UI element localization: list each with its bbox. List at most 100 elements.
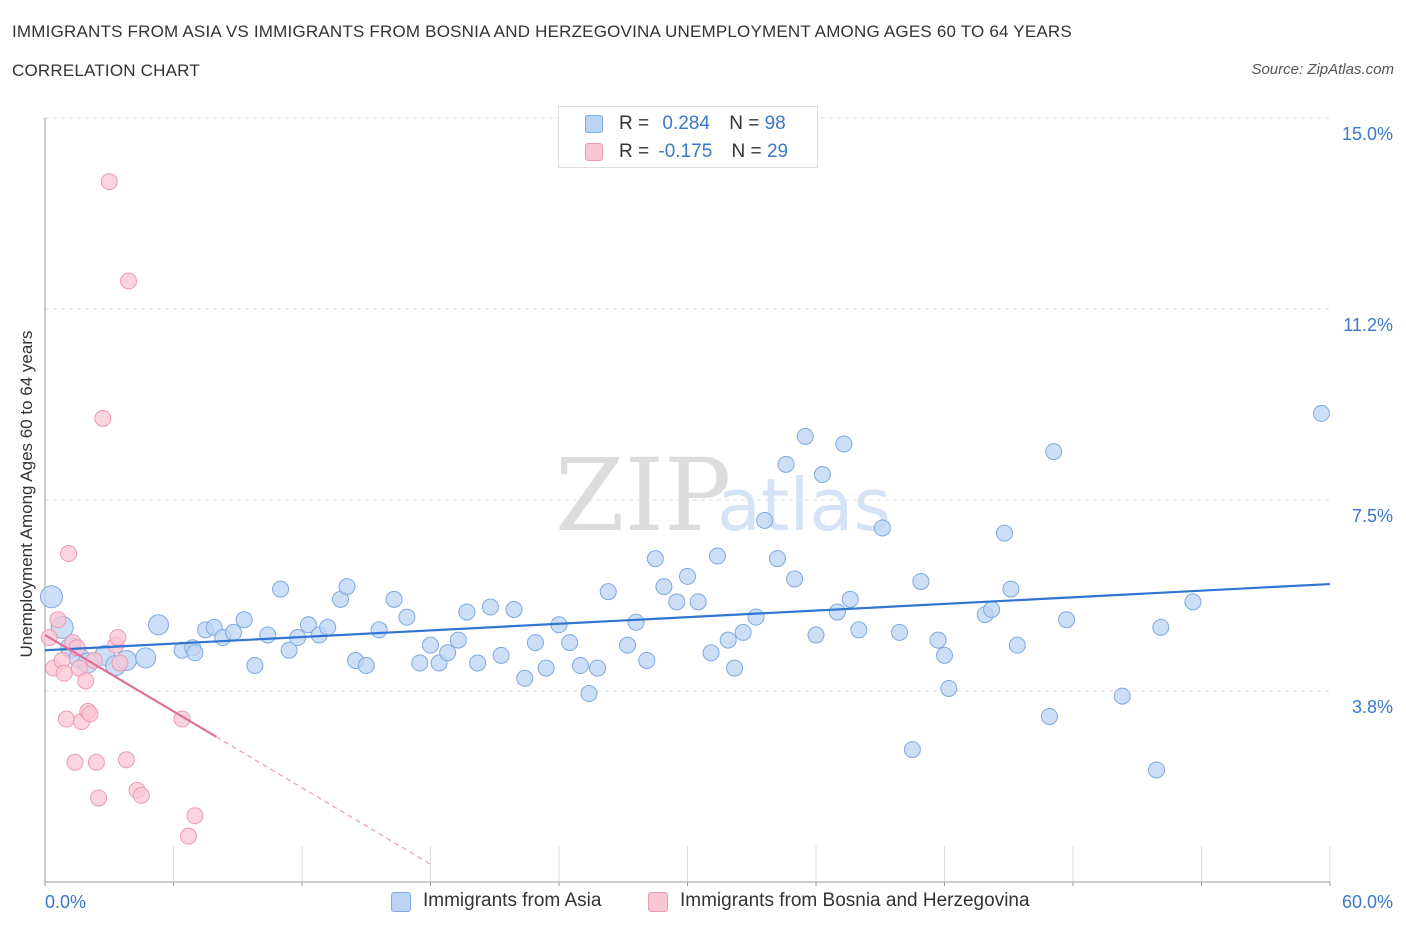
asia-point bbox=[299, 616, 317, 634]
legend-n-label: N = bbox=[731, 141, 762, 162]
asia-trend-line bbox=[44, 582, 1331, 652]
asia-point bbox=[1045, 443, 1063, 461]
asia-point bbox=[646, 550, 664, 568]
bottom-legend-swatch-bosnia bbox=[648, 892, 668, 912]
asia-point bbox=[599, 583, 617, 601]
bosnia-point bbox=[120, 272, 138, 290]
bosnia-point bbox=[90, 789, 108, 807]
asia-point bbox=[796, 427, 814, 445]
bosnia-point bbox=[87, 753, 105, 771]
asia-point bbox=[1184, 593, 1202, 611]
bosnia-point bbox=[94, 410, 112, 428]
bosnia-trend-extension bbox=[216, 736, 431, 865]
asia-point bbox=[135, 647, 157, 669]
asia-point bbox=[449, 631, 467, 649]
asia-point bbox=[719, 631, 737, 649]
asia-point bbox=[708, 547, 726, 565]
asia-point bbox=[148, 614, 170, 636]
x-tick-label: 0.0% bbox=[45, 892, 86, 912]
y-axis-label: Unemployment Among Ages 60 to 64 years bbox=[17, 331, 36, 658]
trend-lines bbox=[44, 582, 1331, 865]
legend-n-value-asia: 98 bbox=[764, 113, 786, 134]
asia-point bbox=[813, 466, 831, 484]
asia-point bbox=[936, 646, 953, 664]
asia-point bbox=[689, 593, 707, 611]
asia-point bbox=[995, 524, 1013, 542]
asia-point bbox=[929, 631, 947, 649]
asia-point bbox=[439, 644, 457, 662]
watermark-atlas: atlas bbox=[717, 463, 891, 547]
asia-point bbox=[1008, 636, 1026, 654]
bottom-legend-swatch-asia bbox=[391, 892, 411, 912]
bosnia-point bbox=[77, 672, 95, 690]
asia-point bbox=[186, 644, 204, 662]
watermark: ZIP atlas bbox=[555, 437, 891, 554]
asia-point bbox=[492, 646, 510, 664]
asia-point bbox=[338, 578, 356, 596]
asia-point bbox=[1040, 707, 1058, 725]
asia-point bbox=[505, 601, 523, 619]
bottom-legend-label-bosnia: Immigrants from Bosnia and Herzegovina bbox=[680, 890, 1030, 911]
bosnia-point bbox=[179, 827, 197, 845]
chart-title: IMMIGRANTS FROM ASIA VS IMMIGRANTS FROM … bbox=[12, 22, 1072, 41]
bosnia-point bbox=[111, 654, 129, 672]
asia-point bbox=[516, 669, 534, 687]
asia-point bbox=[246, 657, 264, 675]
legend-n-value-bosnia: 29 bbox=[766, 141, 789, 162]
asia-point bbox=[385, 590, 403, 608]
asia-point bbox=[655, 578, 673, 596]
asia-point bbox=[481, 598, 499, 616]
watermark-zip: ZIP bbox=[555, 437, 731, 554]
y-tick-label: 7.5% bbox=[1352, 506, 1393, 526]
x-tick-label: 60.0% bbox=[1342, 892, 1393, 912]
asia-point bbox=[272, 580, 290, 598]
bosnia-point bbox=[186, 807, 204, 825]
asia-point bbox=[458, 603, 476, 621]
asia-point bbox=[807, 626, 825, 644]
axes bbox=[44, 118, 1331, 886]
asia-point bbox=[940, 679, 958, 697]
asia-point bbox=[873, 519, 891, 537]
series-bosnia-points bbox=[40, 173, 204, 845]
bosnia-trend-line bbox=[44, 634, 217, 738]
asia-point bbox=[903, 741, 921, 759]
bosnia-point bbox=[109, 629, 127, 647]
asia-point bbox=[411, 654, 429, 672]
gridlines bbox=[45, 117, 1330, 692]
asia-point bbox=[841, 590, 859, 608]
asia-point bbox=[768, 550, 786, 568]
asia-point bbox=[39, 585, 63, 609]
bosnia-point bbox=[55, 664, 73, 682]
asia-point bbox=[786, 570, 804, 588]
asia-point bbox=[422, 636, 439, 654]
asia-point bbox=[1002, 580, 1020, 598]
legend-r-label: R = bbox=[619, 113, 650, 134]
bottom-legend-label-asia: Immigrants from Asia bbox=[423, 890, 602, 911]
asia-point bbox=[370, 621, 388, 639]
asia-point bbox=[319, 618, 337, 636]
asia-point bbox=[1148, 761, 1166, 779]
legend-r-label: R = bbox=[619, 141, 650, 162]
asia-point bbox=[734, 623, 752, 641]
correlation-legend: R = 0.284 N = 98 R = -0.175 N = 29 bbox=[558, 106, 818, 168]
asia-point bbox=[891, 623, 909, 641]
y-tick-label: 11.2% bbox=[1343, 315, 1393, 335]
legend-r-value-asia: 0.284 bbox=[662, 113, 710, 134]
chart-subtitle: CORRELATION CHART bbox=[12, 61, 200, 80]
bosnia-point bbox=[57, 710, 75, 728]
asia-point bbox=[726, 659, 744, 677]
asia-point bbox=[571, 657, 589, 675]
legend-swatch-bosnia bbox=[585, 143, 603, 161]
bosnia-point bbox=[132, 786, 150, 804]
asia-point bbox=[561, 634, 579, 652]
asia-point bbox=[280, 641, 298, 659]
legend-swatch-asia bbox=[585, 115, 603, 133]
bosnia-point bbox=[49, 611, 67, 629]
asia-point bbox=[259, 626, 277, 644]
asia-point bbox=[912, 572, 930, 590]
asia-point bbox=[357, 657, 375, 675]
asia-point bbox=[398, 608, 416, 626]
bosnia-point bbox=[100, 173, 118, 191]
asia-point bbox=[702, 644, 720, 662]
